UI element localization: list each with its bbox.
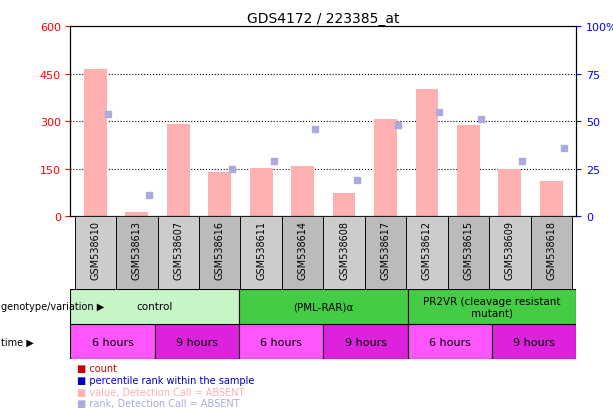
Bar bbox=[199, 217, 240, 289]
Bar bbox=[374, 120, 397, 217]
Bar bbox=[84, 69, 107, 217]
Bar bbox=[75, 217, 116, 289]
Text: 6 hours: 6 hours bbox=[429, 337, 471, 347]
Text: 9 hours: 9 hours bbox=[513, 337, 555, 347]
Bar bbox=[126, 212, 148, 217]
Text: GSM538609: GSM538609 bbox=[505, 221, 515, 279]
Bar bbox=[492, 324, 576, 359]
Text: GSM538617: GSM538617 bbox=[381, 221, 390, 280]
Bar bbox=[249, 169, 273, 217]
Bar bbox=[70, 289, 239, 324]
Text: GSM538611: GSM538611 bbox=[256, 221, 266, 279]
Text: GSM538618: GSM538618 bbox=[546, 221, 557, 279]
Bar bbox=[167, 124, 189, 217]
Text: GSM538610: GSM538610 bbox=[90, 221, 101, 279]
Bar bbox=[489, 217, 531, 289]
Text: ■ count: ■ count bbox=[77, 363, 116, 373]
Bar bbox=[291, 166, 314, 217]
Text: PR2VR (cleavage resistant
mutant): PR2VR (cleavage resistant mutant) bbox=[423, 296, 561, 318]
Bar bbox=[324, 324, 408, 359]
Text: GSM538613: GSM538613 bbox=[132, 221, 142, 279]
Text: GSM538614: GSM538614 bbox=[298, 221, 308, 279]
Bar bbox=[531, 217, 572, 289]
Text: 9 hours: 9 hours bbox=[345, 337, 387, 347]
Bar bbox=[324, 217, 365, 289]
Text: ■ value, Detection Call = ABSENT: ■ value, Detection Call = ABSENT bbox=[77, 387, 244, 396]
Bar bbox=[406, 217, 447, 289]
Bar bbox=[498, 170, 521, 217]
Bar bbox=[154, 324, 239, 359]
Text: GSM538612: GSM538612 bbox=[422, 221, 432, 280]
Text: GSM538607: GSM538607 bbox=[173, 221, 183, 280]
Bar bbox=[208, 173, 231, 217]
Bar bbox=[447, 217, 489, 289]
Bar bbox=[158, 217, 199, 289]
Text: GSM538608: GSM538608 bbox=[339, 221, 349, 279]
Bar bbox=[333, 193, 356, 217]
Text: 6 hours: 6 hours bbox=[261, 337, 302, 347]
Text: ■ rank, Detection Call = ABSENT: ■ rank, Detection Call = ABSENT bbox=[77, 398, 239, 408]
Bar bbox=[365, 217, 406, 289]
Bar bbox=[408, 324, 492, 359]
Bar bbox=[540, 182, 563, 217]
Bar bbox=[116, 217, 158, 289]
Title: GDS4172 / 223385_at: GDS4172 / 223385_at bbox=[247, 12, 400, 26]
Text: time ▶: time ▶ bbox=[1, 337, 33, 347]
Bar bbox=[408, 289, 576, 324]
Text: ■ percentile rank within the sample: ■ percentile rank within the sample bbox=[77, 375, 254, 385]
Text: 9 hours: 9 hours bbox=[176, 337, 218, 347]
Bar bbox=[240, 217, 282, 289]
Bar bbox=[416, 90, 438, 217]
Text: genotype/variation ▶: genotype/variation ▶ bbox=[1, 301, 104, 312]
Bar bbox=[457, 126, 480, 217]
Text: GSM538615: GSM538615 bbox=[463, 221, 473, 280]
Bar bbox=[239, 324, 324, 359]
Text: 6 hours: 6 hours bbox=[92, 337, 134, 347]
Text: (PML-RAR)α: (PML-RAR)α bbox=[293, 301, 354, 312]
Text: GSM538616: GSM538616 bbox=[215, 221, 225, 279]
Text: control: control bbox=[137, 301, 173, 312]
Bar bbox=[282, 217, 324, 289]
Bar bbox=[239, 289, 408, 324]
Bar bbox=[70, 324, 154, 359]
